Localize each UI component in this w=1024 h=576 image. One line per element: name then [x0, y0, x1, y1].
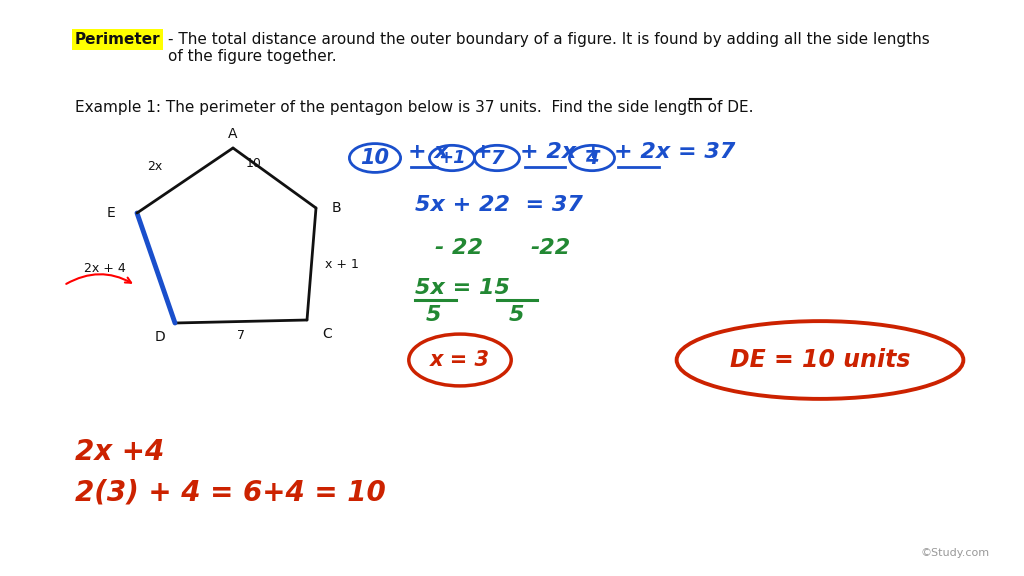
- Text: x + 1: x + 1: [326, 257, 359, 271]
- Text: Example 1: The perimeter of the pentagon below is 37 units.  Find the side lengt: Example 1: The perimeter of the pentagon…: [75, 100, 754, 115]
- Text: 5x + 22  = 37: 5x + 22 = 37: [415, 195, 583, 215]
- Text: A: A: [228, 127, 238, 141]
- Text: - The total distance around the outer boundary of a figure. It is found by addin: - The total distance around the outer bo…: [168, 32, 930, 65]
- Text: ©Study.com: ©Study.com: [921, 548, 990, 558]
- Text: B: B: [332, 201, 341, 215]
- Text: x = 3: x = 3: [430, 350, 490, 370]
- Text: E: E: [108, 206, 116, 220]
- Text: Perimeter: Perimeter: [75, 32, 161, 47]
- Text: 5x = 15: 5x = 15: [415, 278, 510, 298]
- Text: 5: 5: [425, 305, 440, 325]
- Text: 10: 10: [246, 157, 262, 170]
- Text: 4: 4: [585, 149, 599, 168]
- Text: C: C: [323, 327, 333, 342]
- Text: - 22: - 22: [435, 238, 483, 258]
- Text: DE = 10 units: DE = 10 units: [730, 348, 910, 372]
- Text: + 2x = 37: + 2x = 37: [614, 142, 735, 162]
- Text: + 2x +: + 2x +: [520, 142, 603, 162]
- Text: +1: +1: [438, 149, 466, 167]
- Text: 7: 7: [237, 329, 245, 342]
- Text: 2x: 2x: [146, 160, 162, 173]
- Text: D: D: [155, 331, 165, 344]
- Text: + x: + x: [408, 142, 449, 162]
- Text: 5: 5: [508, 305, 523, 325]
- Text: 2x +4: 2x +4: [75, 438, 164, 466]
- Text: 7: 7: [490, 149, 504, 168]
- Text: -22: -22: [530, 238, 570, 258]
- Text: +: +: [474, 142, 493, 162]
- Text: 2x + 4: 2x + 4: [84, 262, 126, 275]
- Text: 2(3) + 4 = 6+4 = 10: 2(3) + 4 = 6+4 = 10: [75, 478, 386, 506]
- Text: 10: 10: [360, 148, 389, 168]
